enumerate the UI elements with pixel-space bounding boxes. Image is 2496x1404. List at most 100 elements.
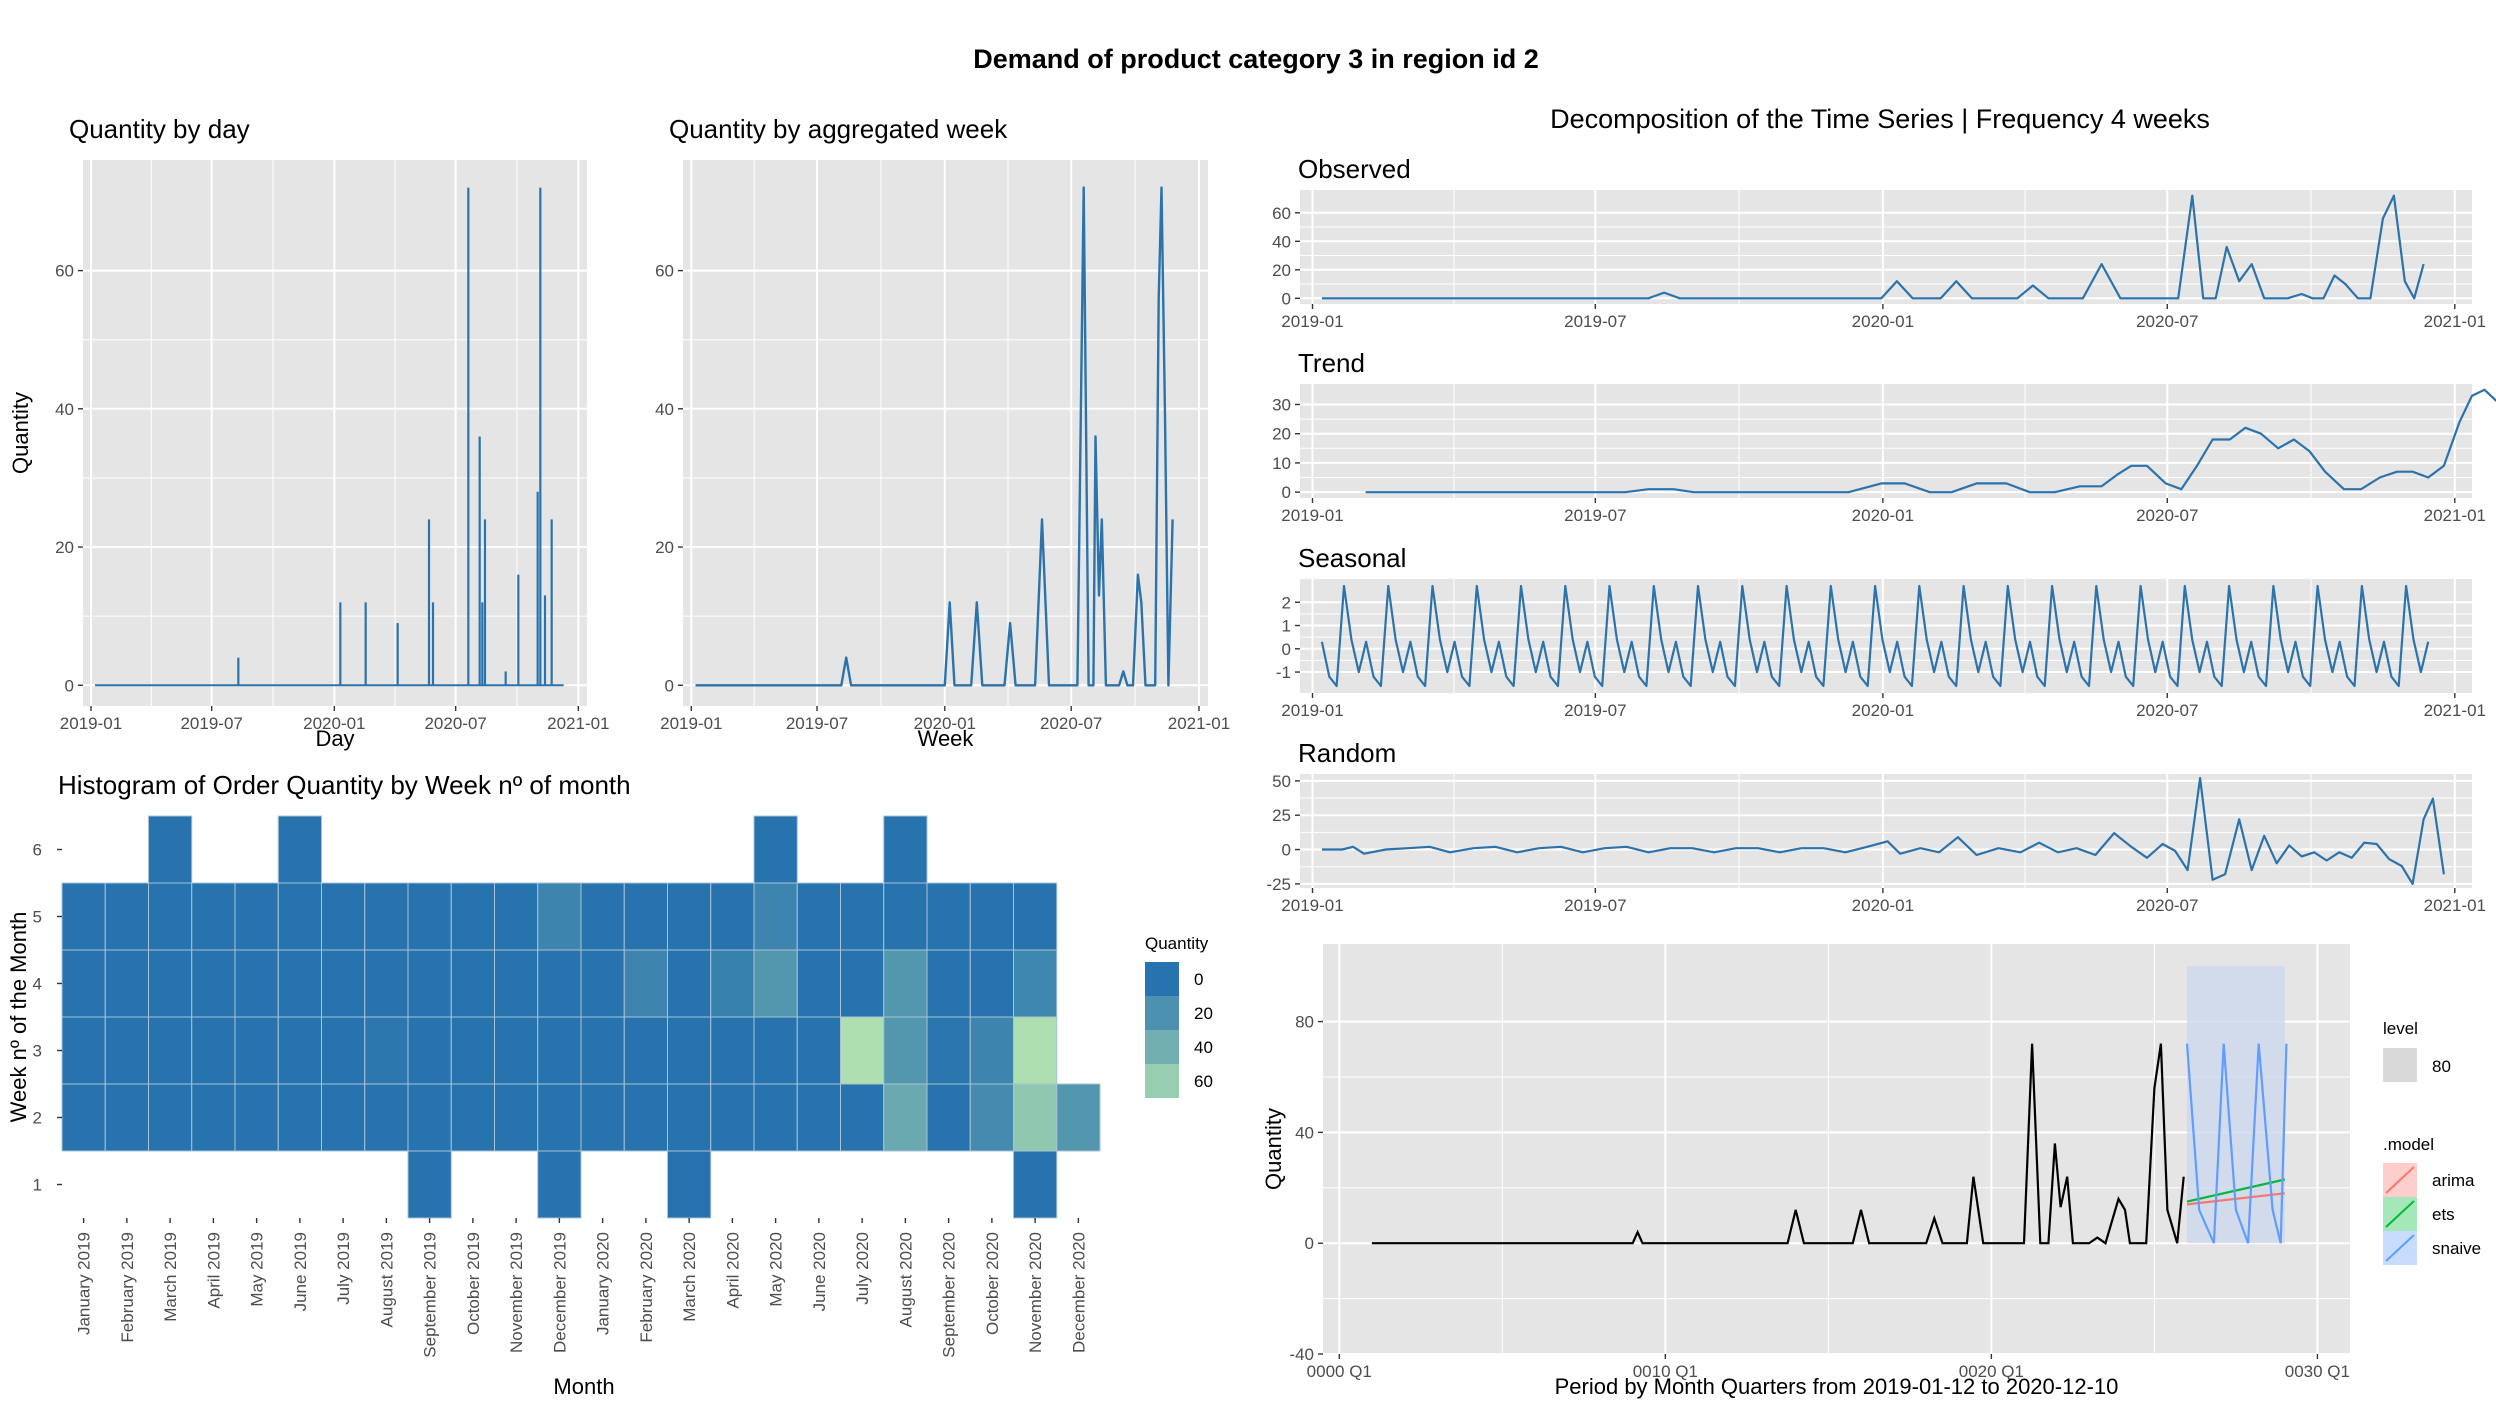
x-tick-label: 0020 Q1 <box>1959 1362 2024 1381</box>
y-tick-label: 1 <box>1282 617 1291 636</box>
y-tick-label: 60 <box>1272 204 1291 223</box>
heatmap-cell <box>364 1083 409 1152</box>
component-line <box>1320 584 2430 688</box>
heatmap-cell <box>926 882 971 951</box>
y-tick-label: 2 <box>1282 593 1291 612</box>
x-tick-label: April 2019 <box>204 1232 223 1309</box>
x-tick-label: July 2020 <box>853 1232 872 1305</box>
heatmap-cell <box>667 1150 712 1219</box>
x-tick-label: 2019-07 <box>786 714 848 733</box>
x-tick-label: 2020-01 <box>1852 701 1914 720</box>
heatmap-cell <box>148 949 193 1018</box>
heatmap-cell <box>321 949 366 1018</box>
legend-label: 20 <box>1194 1004 1213 1023</box>
legend-level-value: 80 <box>2432 1057 2451 1076</box>
y-tick-label: 0 <box>1282 289 1291 308</box>
heatmap-cell <box>234 882 279 951</box>
x-tick-label: September 2020 <box>940 1232 959 1358</box>
heatmap-cell <box>321 1083 366 1152</box>
x-axis-label: Week <box>918 726 975 751</box>
heatmap-cell <box>796 1083 841 1152</box>
x-tick-label: December 2020 <box>1069 1232 1088 1353</box>
heatmap-cell <box>364 949 409 1018</box>
heatmap-cell <box>104 1083 149 1152</box>
heatmap-cell <box>148 1083 193 1152</box>
heatmap-cell <box>148 1016 193 1085</box>
heatmap-cell <box>234 1083 279 1152</box>
x-tick-label: 2021-01 <box>2424 701 2486 720</box>
y-axis-label: Week nº of the Month <box>6 912 31 1123</box>
heatmap-cell <box>840 1083 885 1152</box>
heatmap-cell <box>1013 1150 1058 1219</box>
legend-title: Quantity <box>1145 934 1209 953</box>
heatmap-cell <box>321 882 366 951</box>
x-tick-label: November 2019 <box>507 1232 526 1353</box>
y-tick-label: 5 <box>33 908 42 927</box>
legend-level-swatch <box>2383 1048 2417 1082</box>
x-tick-label: 2021-01 <box>2424 312 2486 331</box>
heatmap-cell <box>1056 1083 1101 1152</box>
x-tick-label: June 2019 <box>291 1232 310 1311</box>
x-axis-label: Day <box>315 726 354 751</box>
heatmap-cell <box>883 949 928 1018</box>
heatmap-cell <box>667 1083 712 1152</box>
y-tick-label: 20 <box>1272 425 1291 444</box>
heatmap-cell <box>710 882 755 951</box>
x-tick-label: 2020-01 <box>1852 312 1914 331</box>
heatmap-cell <box>580 882 625 951</box>
heatmap-cell <box>277 815 322 884</box>
x-tick-label: 2019-07 <box>1564 506 1626 525</box>
heatmap-cell <box>407 882 452 951</box>
heatmap-cell <box>537 882 582 951</box>
heatmap-cell <box>277 882 322 951</box>
legend-model-key <box>2385 1200 2415 1228</box>
heatmap-cell <box>537 1150 582 1219</box>
heatmap-cell <box>450 882 495 951</box>
legend-label: 0 <box>1194 970 1203 989</box>
heatmap-cell <box>1013 949 1058 1018</box>
heatmap-cell <box>104 882 149 951</box>
component-line <box>1321 777 2445 885</box>
weekly-series-line <box>695 186 1174 687</box>
heatmap-cell <box>969 882 1014 951</box>
y-tick-label: 6 <box>33 841 42 860</box>
x-tick-label: December 2019 <box>550 1232 569 1353</box>
component-title: Trend <box>1298 348 1365 378</box>
heatmap-cell <box>580 1016 625 1085</box>
x-tick-label: August 2019 <box>377 1232 396 1327</box>
y-tick-label: -25 <box>1266 875 1291 894</box>
heatmap-cell <box>926 1083 971 1152</box>
x-tick-label: February 2019 <box>118 1232 137 1343</box>
heatmap-cell <box>191 949 236 1018</box>
x-tick-label: 2020-07 <box>2136 701 2198 720</box>
panel-background <box>1300 774 2472 888</box>
x-tick-label: 2020-07 <box>2136 896 2198 915</box>
legend-model-key <box>2385 1166 2415 1194</box>
heatmap-cell <box>753 815 798 884</box>
heatmap-cell <box>450 1083 495 1152</box>
legend-model-label: arima <box>2432 1171 2475 1190</box>
heatmap-cell <box>191 1016 236 1085</box>
heatmap-cell <box>234 949 279 1018</box>
x-tick-label: 0030 Q1 <box>2285 1362 2350 1381</box>
heatmap-cell <box>710 1016 755 1085</box>
panel-background <box>1300 384 2472 498</box>
x-axis-label: Period by Month Quarters from 2019-01-12… <box>1555 1374 2119 1399</box>
heatmap-cell <box>148 882 193 951</box>
x-tick-label: 2021-01 <box>1168 714 1230 733</box>
x-tick-label: 2019-01 <box>60 714 122 733</box>
heatmap-cell <box>1013 1016 1058 1085</box>
x-tick-label: October 2020 <box>983 1232 1002 1335</box>
y-tick-label: 60 <box>55 262 74 281</box>
x-tick-label: November 2020 <box>1026 1232 1045 1353</box>
x-tick-label: October 2019 <box>464 1232 483 1335</box>
x-tick-label: 2019-07 <box>1564 896 1626 915</box>
x-tick-label: 2019-01 <box>1281 506 1343 525</box>
y-tick-label: 60 <box>655 262 674 281</box>
ets-forecast-line <box>2186 1178 2286 1203</box>
heatmap-cell <box>667 1016 712 1085</box>
decomposition-panel-trend: 0 10 20 30 2019-01 2019-07 2020-01 2020-07 2021-… <box>1272 348 2496 525</box>
heatmap-cell <box>61 1016 106 1085</box>
chart-forecast: -40 0 40 80 0000 Q1 0010 Q1 0020 Q1 0030 Q1 Peri… <box>1261 944 2481 1399</box>
